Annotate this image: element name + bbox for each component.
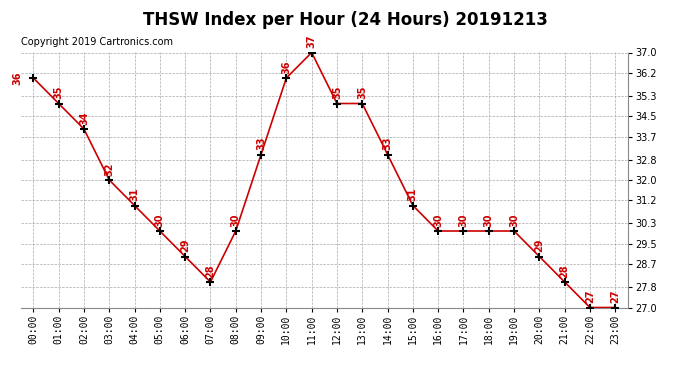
Text: 29: 29 xyxy=(534,239,544,252)
Text: 27: 27 xyxy=(585,290,595,303)
Text: 30: 30 xyxy=(458,213,469,227)
Text: 31: 31 xyxy=(408,188,418,201)
Text: 30: 30 xyxy=(433,213,443,227)
Text: 37: 37 xyxy=(306,35,317,48)
Text: 35: 35 xyxy=(357,86,367,99)
Text: 30: 30 xyxy=(230,213,241,227)
Text: 28: 28 xyxy=(560,264,570,278)
Text: 33: 33 xyxy=(256,137,266,150)
Text: 30: 30 xyxy=(484,213,494,227)
Text: 30: 30 xyxy=(509,213,519,227)
Text: 35: 35 xyxy=(54,86,63,99)
Text: 35: 35 xyxy=(332,86,342,99)
Text: 31: 31 xyxy=(130,188,139,201)
Text: 36: 36 xyxy=(282,60,291,74)
Text: 29: 29 xyxy=(180,239,190,252)
Text: 28: 28 xyxy=(206,264,215,278)
Text: THSW Index per Hour (24 Hours) 20191213: THSW Index per Hour (24 Hours) 20191213 xyxy=(143,11,547,29)
Text: 36: 36 xyxy=(12,71,22,85)
Text: 33: 33 xyxy=(382,137,393,150)
Text: 32: 32 xyxy=(104,162,115,176)
Text: 30: 30 xyxy=(155,213,165,227)
Text: 27: 27 xyxy=(610,290,620,303)
Text: 34: 34 xyxy=(79,111,89,125)
Text: Copyright 2019 Cartronics.com: Copyright 2019 Cartronics.com xyxy=(21,38,172,47)
